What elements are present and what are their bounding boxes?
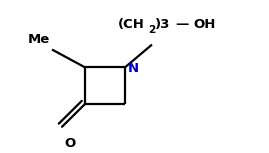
Text: O: O (64, 137, 76, 150)
Text: 2: 2 (148, 25, 155, 35)
Text: )3: )3 (155, 18, 170, 31)
Text: (CH: (CH (118, 18, 145, 31)
Text: —: — (175, 18, 188, 31)
Text: Me: Me (28, 33, 50, 46)
Text: OH: OH (193, 18, 215, 31)
Text: N: N (128, 62, 139, 75)
